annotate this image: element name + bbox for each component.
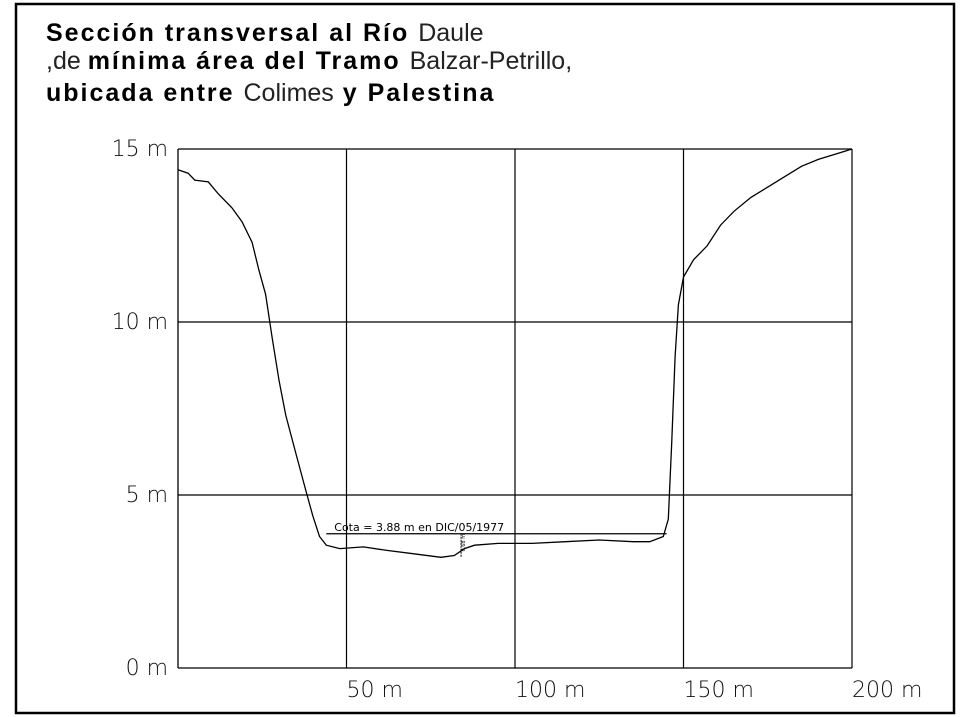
title-3-a: ubicada entre — [46, 79, 244, 107]
y-tick-label-0: 0 m — [126, 656, 168, 681]
y-tick-label-3: 15 m — [112, 137, 168, 162]
water-level-label: Cota = 3.88 m en DIC/05/1977 — [334, 521, 504, 534]
title-2-b: mínima área del Tramo — [88, 47, 410, 75]
title-3-b: Colimes — [244, 79, 334, 107]
plot-area: 0 m 5 m 10 m 15 m 50 m 100 m 150 m 200 m Cota = … — [112, 137, 923, 703]
chart-title-line-3: ubicada entre Colimes y Palestina — [46, 79, 495, 107]
depth-label: 0.68 m — [461, 534, 467, 552]
title-1-a: Sección transversal al Río — [46, 19, 418, 47]
outer-border — [14, 2, 956, 715]
chart-title-line-2: ,de mínima área del Tramo Balzar-Petrill… — [46, 47, 572, 75]
title-2-c: Balzar-Petrillo, — [410, 47, 573, 75]
title-3-c: y Palestina — [334, 79, 496, 107]
x-tick-label-2: 150 m — [684, 678, 754, 703]
series-line-0 — [177, 148, 853, 558]
title-2-a: ,de — [46, 47, 88, 75]
chart-title-line-1: Sección transversal al Río Daule — [46, 19, 484, 47]
y-tick-label-1: 5 m — [126, 483, 168, 508]
y-tick-label-2: 10 m — [112, 310, 168, 335]
title-1-b: Daule — [418, 19, 483, 47]
x-tick-label-0: 50 m — [347, 678, 403, 703]
x-tick-label-3: 200 m — [852, 678, 922, 703]
x-tick-label-1: 100 m — [515, 678, 585, 703]
